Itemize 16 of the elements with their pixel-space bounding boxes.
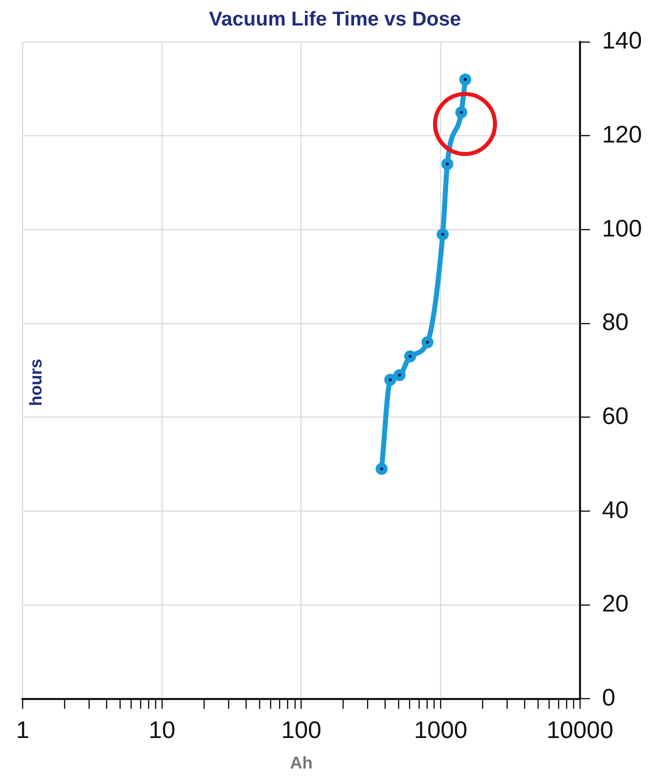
- x-tick-label: 10: [148, 716, 176, 744]
- y-tick-label: 120: [602, 121, 642, 148]
- y-tick-label: 20: [602, 590, 629, 618]
- y-tick-label: 0: [602, 684, 616, 712]
- x-tick-label: 10000: [546, 716, 614, 744]
- y-axis-title: hours: [26, 358, 46, 406]
- x-tick-label: 1: [16, 716, 30, 744]
- y-tick-label: 40: [602, 496, 629, 524]
- y-tick-label: 60: [602, 402, 629, 430]
- y-tick-label: 140: [602, 28, 642, 55]
- x-axis-title: Ah: [290, 753, 313, 772]
- y-tick-label: 80: [602, 309, 629, 336]
- y-tick-label: 100: [602, 215, 642, 242]
- chart-title: Vacuum Life Time vs Dose: [209, 8, 461, 31]
- x-tick-label: 100: [281, 716, 322, 744]
- x-tick-label: 1000: [414, 716, 468, 744]
